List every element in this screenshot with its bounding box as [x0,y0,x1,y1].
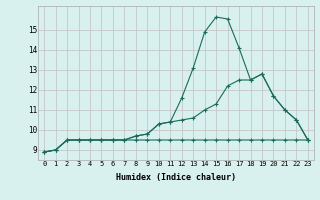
X-axis label: Humidex (Indice chaleur): Humidex (Indice chaleur) [116,173,236,182]
